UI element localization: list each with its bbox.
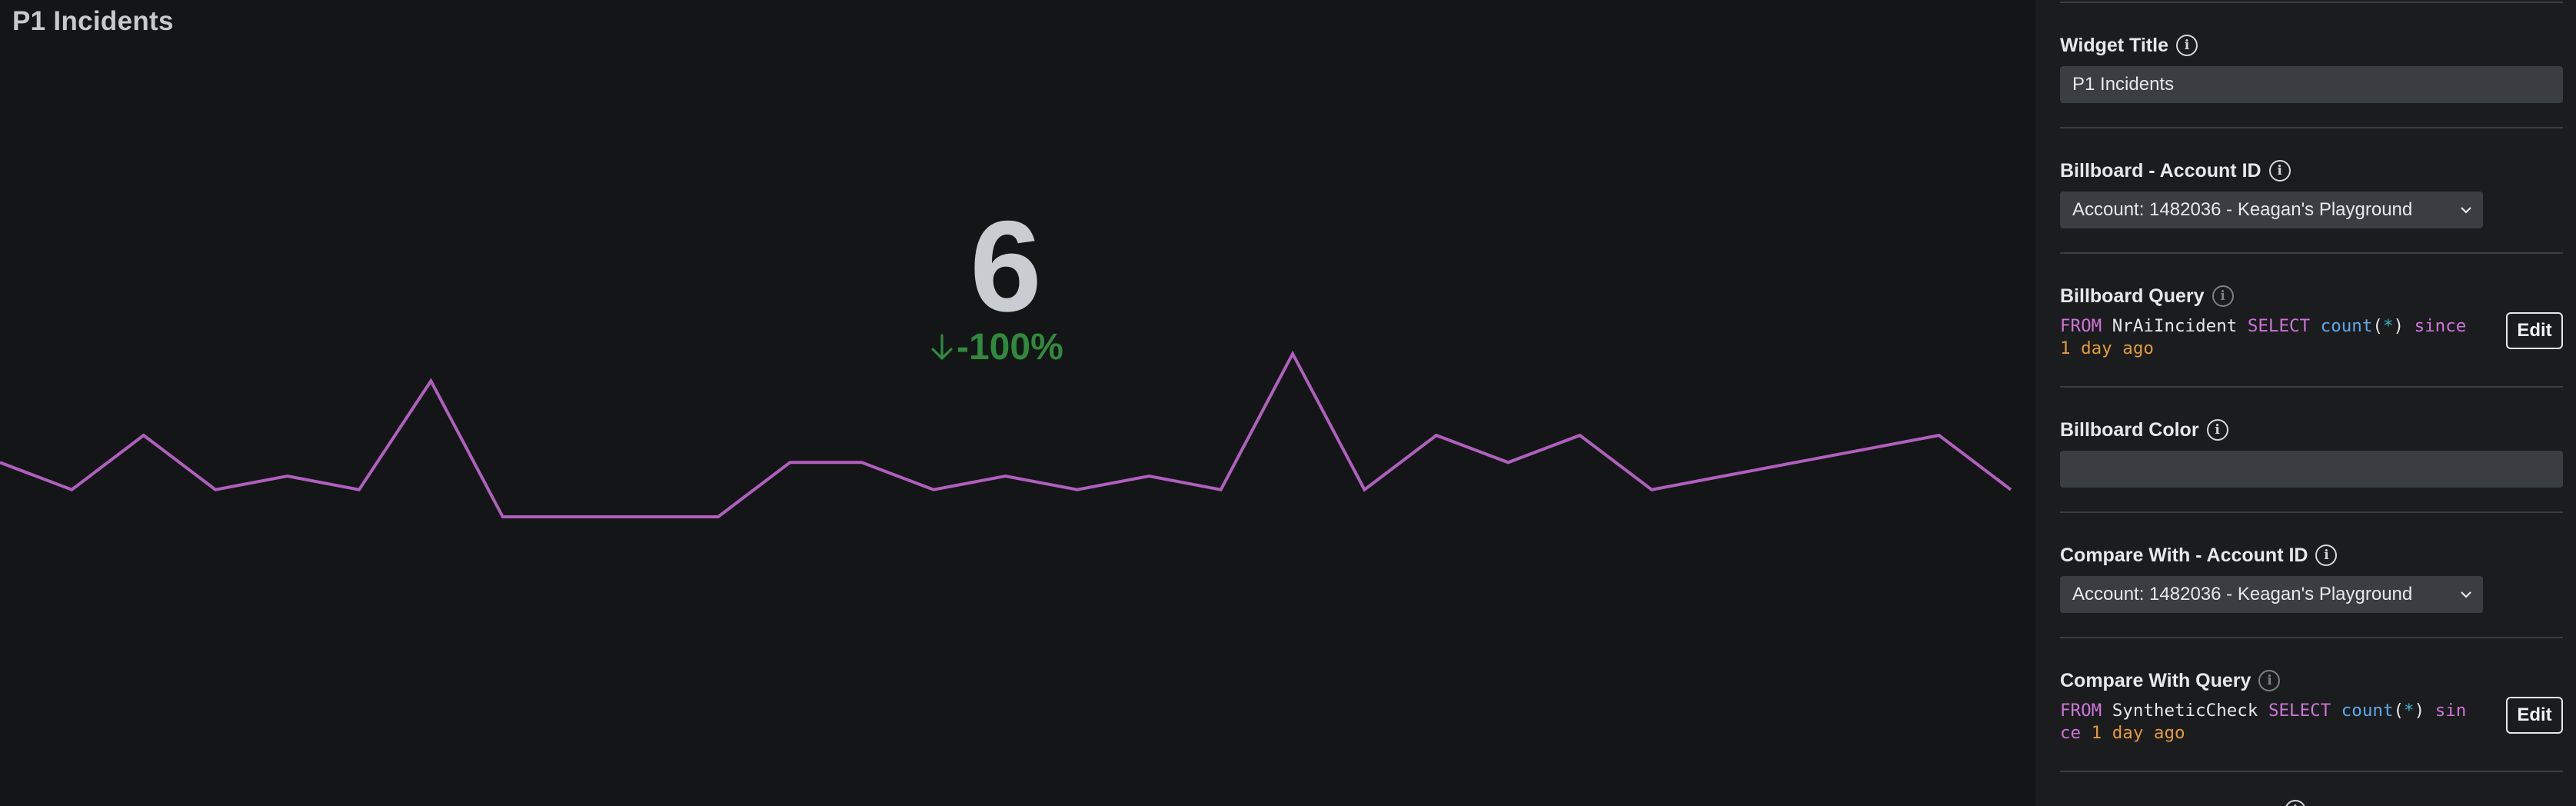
compare-account-field: Compare With - Account ID i Account: 148… — [2060, 542, 2563, 613]
compare-account-label: Compare With - Account ID i — [2060, 542, 2563, 568]
compare-account-value: Account: 1482036 - Keagan's Playground — [2072, 584, 2413, 604]
billboard-query-label-text: Billboard Query — [2060, 285, 2205, 307]
change-percent: -100% — [957, 327, 1063, 368]
divider — [2060, 771, 2563, 772]
compare-query-field: Compare With Query i FROM SyntheticCheck… — [2060, 668, 2563, 749]
widget-title: P1 Incidents — [12, 6, 174, 36]
chevron-down-icon — [2461, 207, 2471, 214]
widget-preview: P1 Incidents 6 -100% — [0, 6, 2012, 518]
billboard-query-row: FROM NrAiIncident SELECT count(*) since … — [2060, 312, 2563, 365]
sparkline-chart — [0, 350, 2012, 518]
arrow-down-icon — [931, 334, 953, 360]
widget-title-label-text: Widget Title — [2060, 34, 2168, 56]
divider — [2060, 252, 2563, 254]
widget-title-input[interactable]: P1 Incidents — [2060, 66, 2563, 103]
info-icon[interactable]: i — [2175, 35, 2198, 56]
info-icon[interactable]: i — [2206, 419, 2228, 441]
billboard-color-field: Billboard Color i — [2060, 417, 2563, 488]
divider — [2060, 511, 2563, 513]
divider — [2060, 2, 2563, 3]
info-icon[interactable]: i — [2258, 670, 2281, 691]
billboard-query-code[interactable]: FROM NrAiIncident SELECT count(*) since … — [2060, 316, 2467, 358]
info-icon[interactable]: i — [2285, 800, 2306, 806]
compare-account-select[interactable]: Account: 1482036 - Keagan's Playground — [2060, 576, 2483, 613]
divider — [2060, 127, 2563, 128]
billboard-query-edit-button[interactable]: Edit — [2506, 312, 2563, 349]
info-icon[interactable]: i — [2268, 160, 2291, 182]
billboard-value: 6 — [970, 194, 1042, 338]
info-icon[interactable]: i — [2315, 545, 2338, 566]
chevron-down-icon — [2461, 591, 2471, 598]
billboard-change: -100% — [930, 326, 1063, 369]
billboard-color-input[interactable] — [2060, 451, 2563, 488]
divider — [2060, 637, 2563, 638]
widget-config-sidebar[interactable]: Widget Title i P1 Incidents Billboard - … — [2035, 0, 2576, 806]
widget-title-field: Widget Title i P1 Incidents — [2060, 32, 2563, 103]
compare-query-label: Compare With Query i — [2060, 668, 2563, 694]
billboard-query-label: Billboard Query i — [2060, 283, 2563, 309]
info-icon[interactable]: i — [2212, 285, 2234, 307]
billboard-account-label: Billboard - Account ID i — [2060, 158, 2563, 184]
billboard-account-field: Billboard - Account ID i Account: 148203… — [2060, 158, 2563, 228]
compare-query-label-text: Compare With Query — [2060, 669, 2252, 691]
divider — [2060, 386, 2563, 388]
billboard-account-label-text: Billboard - Account ID — [2060, 159, 2261, 182]
compare-query-row: FROM SyntheticCheck SELECT count(*) sinc… — [2060, 697, 2563, 749]
sparkline-series-line — [0, 350, 2012, 518]
compare-query-edit-button[interactable]: Edit — [2506, 697, 2563, 734]
billboard-account-select[interactable]: Account: 1482036 - Keagan's Playground — [2060, 192, 2483, 228]
billboard-color-label-text: Billboard Color — [2060, 418, 2199, 441]
billboard-query-field: Billboard Query i FROM NrAiIncident SELE… — [2060, 283, 2563, 365]
compare-account-label-text: Compare With - Account ID — [2060, 544, 2308, 566]
billboard-color-label: Billboard Color i — [2060, 417, 2563, 443]
compare-query-code[interactable]: FROM SyntheticCheck SELECT count(*) sinc… — [2060, 701, 2467, 743]
billboard-account-value: Account: 1482036 - Keagan's Playground — [2072, 199, 2413, 220]
widget-title-label: Widget Title i — [2060, 32, 2563, 58]
